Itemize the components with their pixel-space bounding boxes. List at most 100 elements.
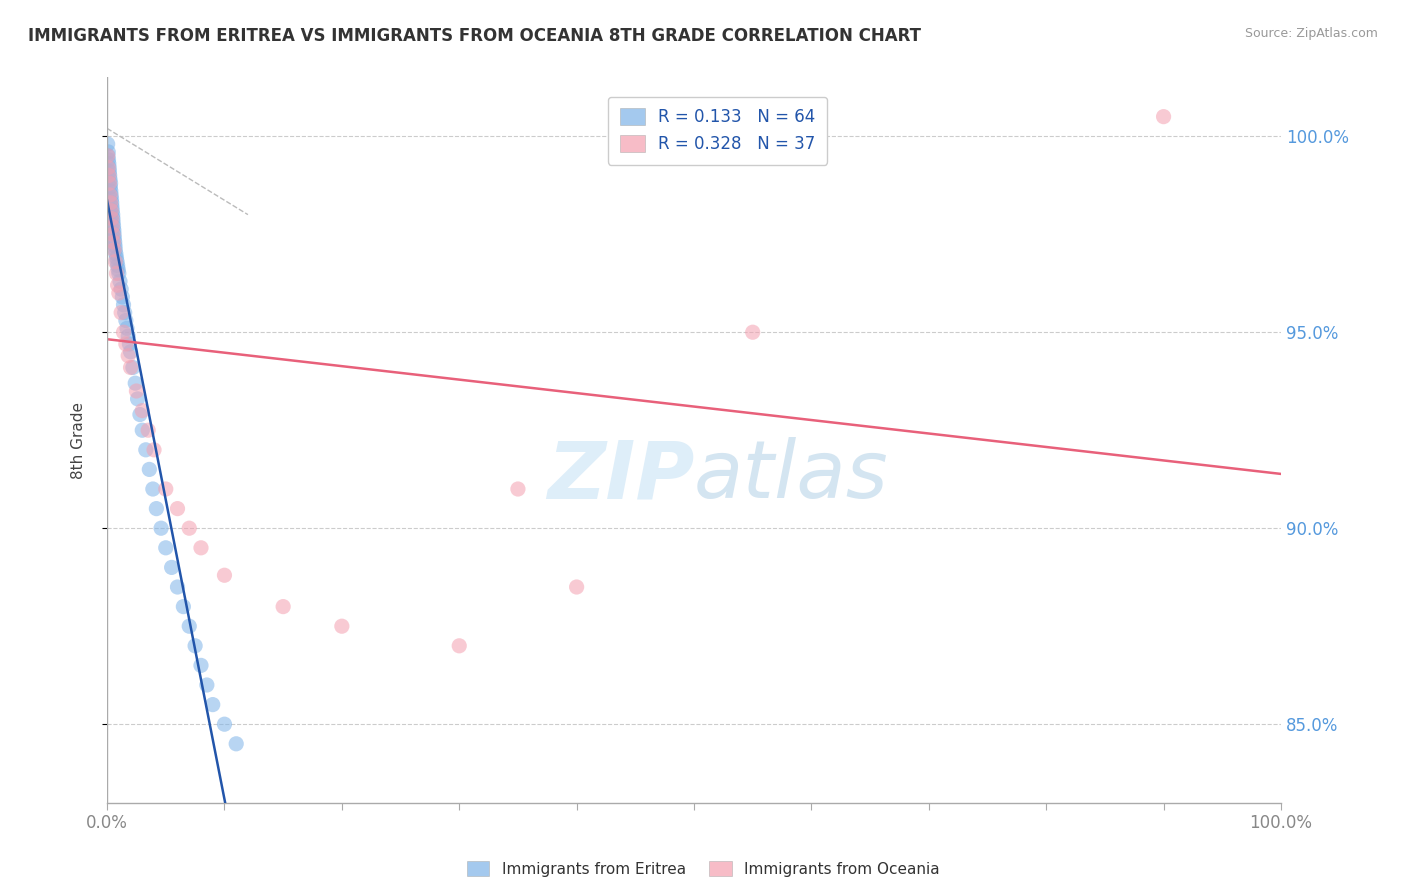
Point [143, 442, 166, 457]
Point [112, 298, 135, 312]
Point [101, 208, 124, 222]
Point [125, 384, 148, 398]
Point [184, 639, 207, 653]
Point [214, 568, 236, 582]
Text: Source: ZipAtlas.com: Source: ZipAtlas.com [1244, 27, 1378, 40]
Point [108, 267, 131, 281]
Point [103, 227, 125, 242]
Point [1153, 110, 1175, 124]
Point [195, 678, 218, 692]
Point [98, 169, 121, 183]
Point [97, 137, 120, 152]
Point [100, 176, 122, 190]
Text: atlas: atlas [695, 437, 889, 516]
Legend: Immigrants from Eritrea, Immigrants from Oceania: Immigrants from Eritrea, Immigrants from… [458, 853, 948, 884]
Point [214, 717, 236, 731]
Point [741, 325, 763, 339]
Point [104, 243, 127, 257]
Point [100, 184, 122, 198]
Point [101, 227, 124, 242]
Point [127, 392, 149, 406]
Point [118, 337, 141, 351]
Point [97, 153, 120, 167]
Point [100, 195, 122, 210]
Point [190, 658, 212, 673]
Point [97, 169, 120, 183]
Point [103, 231, 125, 245]
Point [179, 521, 201, 535]
Point [105, 251, 128, 265]
Point [115, 313, 138, 327]
Point [101, 211, 124, 226]
Point [124, 376, 146, 391]
Point [117, 349, 139, 363]
Point [449, 639, 471, 653]
Point [112, 325, 135, 339]
Point [105, 254, 128, 268]
Point [166, 580, 188, 594]
Point [105, 267, 128, 281]
Y-axis label: 8th Grade: 8th Grade [72, 401, 86, 478]
Point [103, 243, 125, 257]
Point [129, 408, 152, 422]
Point [104, 254, 127, 268]
Point [155, 482, 177, 496]
Point [98, 164, 121, 178]
Point [115, 337, 138, 351]
Point [100, 195, 122, 210]
Point [225, 737, 247, 751]
Point [101, 203, 124, 218]
Point [101, 219, 124, 234]
Point [172, 599, 194, 614]
Point [100, 203, 122, 218]
Point [150, 521, 173, 535]
Point [101, 215, 124, 229]
Text: ZIP: ZIP [547, 437, 695, 516]
Point [107, 278, 129, 293]
Point [115, 321, 138, 335]
Point [101, 200, 124, 214]
Point [108, 286, 131, 301]
Point [98, 188, 121, 202]
Point [190, 541, 212, 555]
Point [160, 560, 183, 574]
Point [100, 211, 122, 226]
Point [104, 239, 127, 253]
Point [506, 482, 529, 496]
Point [100, 188, 122, 202]
Point [104, 247, 127, 261]
Text: IMMIGRANTS FROM ERITREA VS IMMIGRANTS FROM OCEANIA 8TH GRADE CORRELATION CHART: IMMIGRANTS FROM ERITREA VS IMMIGRANTS FR… [28, 27, 921, 45]
Point [103, 219, 125, 234]
Point [100, 192, 122, 206]
Point [114, 305, 136, 319]
Point [107, 262, 129, 277]
Point [145, 501, 167, 516]
Point [97, 145, 120, 159]
Point [97, 149, 120, 163]
Point [135, 442, 157, 457]
Point [97, 149, 120, 163]
Point [111, 290, 134, 304]
Point [122, 360, 145, 375]
Point [108, 274, 131, 288]
Point [120, 360, 142, 375]
Point [120, 344, 142, 359]
Point [104, 235, 127, 249]
Point [155, 541, 177, 555]
Point [97, 156, 120, 170]
Point [201, 698, 224, 712]
Point [110, 282, 132, 296]
Point [565, 580, 588, 594]
Point [330, 619, 353, 633]
Point [98, 172, 121, 186]
Point [98, 180, 121, 194]
Point [97, 161, 120, 175]
Point [110, 305, 132, 319]
Point [142, 482, 165, 496]
Point [271, 599, 294, 614]
Point [179, 619, 201, 633]
Point [138, 462, 160, 476]
Point [131, 403, 153, 417]
Point [136, 423, 159, 437]
Legend: R = 0.133   N = 64, R = 0.328   N = 37: R = 0.133 N = 64, R = 0.328 N = 37 [607, 96, 827, 165]
